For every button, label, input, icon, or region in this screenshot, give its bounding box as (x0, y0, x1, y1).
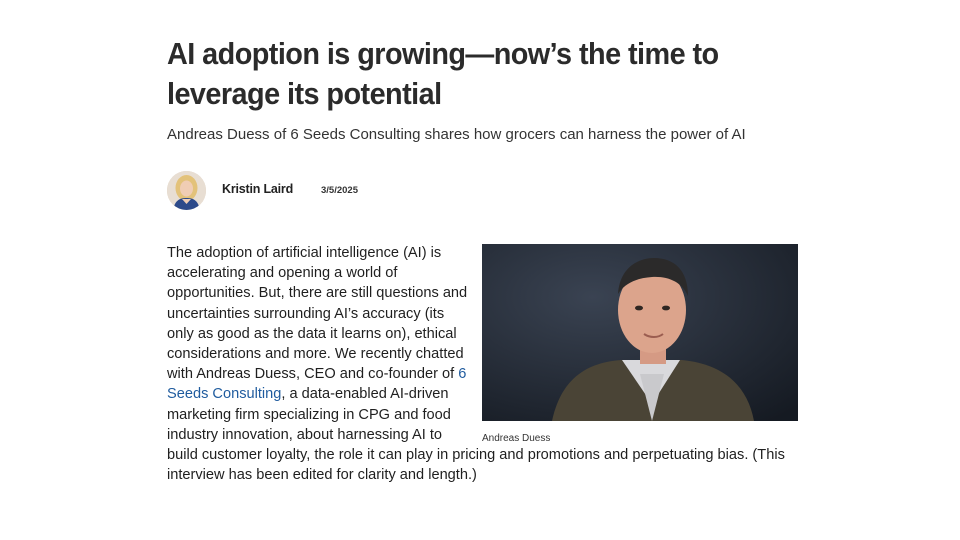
article-headline: AI adoption is growing—now’s the time to… (167, 36, 719, 111)
body-text-continued: , a data-enabled AI-driven marketing fir… (167, 386, 785, 484)
portrait-photo-icon (482, 244, 798, 421)
article-photo (482, 244, 798, 421)
avatar-portrait-icon (167, 171, 206, 210)
article-subhead: Andreas Duess of 6 Seeds Consulting shar… (167, 126, 746, 143)
author-name[interactable]: Kristin Laird (222, 182, 294, 196)
body-text-intro: The adoption of artificial intelligence … (167, 245, 468, 383)
publish-date: 3/5/2025 (321, 185, 358, 196)
article-body: The adoption of artificial intelligence … (167, 243, 807, 485)
six-seeds-link[interactable]: 6 Seeds Consulting (167, 366, 467, 403)
author-avatar[interactable] (167, 171, 206, 210)
byline: Kristin Laird 3/5/2025 (167, 171, 567, 211)
photo-caption: Andreas Duess (482, 433, 551, 444)
